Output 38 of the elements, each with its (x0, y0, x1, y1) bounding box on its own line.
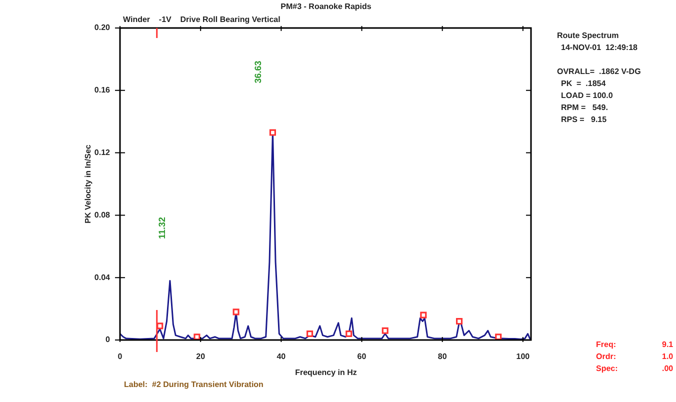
y-tick-label: 0.04 (94, 272, 111, 282)
point (269, 129, 276, 136)
y-tick-label: 0.12 (94, 148, 111, 158)
x-tick-label: 40 (276, 352, 286, 362)
text: PK = .1854 (561, 79, 606, 88)
text: OVRALL= .1862 V-DG (557, 67, 641, 76)
point (232, 308, 240, 316)
point (306, 330, 314, 338)
text: Ordr: 1.0 (596, 352, 674, 361)
point (420, 312, 427, 318)
x-tick-label: 100 (516, 352, 530, 362)
text: Freq: 9.1 (596, 340, 674, 349)
point (346, 330, 352, 338)
annotation: 11.32 (157, 216, 167, 240)
text: Route Spectrum (557, 31, 619, 40)
point (495, 334, 502, 340)
y-tick-label: 0 (106, 335, 111, 344)
y-tick-label: 0.08 (94, 210, 111, 220)
annotation: 36.63 (253, 60, 263, 84)
text: RPS = 9.15 (561, 115, 607, 124)
chart-subtitle: Winder -1V Drive Roll Bearing Vertical (123, 15, 280, 24)
y-tick-label: 0.20 (94, 23, 111, 32)
text: RPM = 549. (561, 103, 608, 112)
text: LOAD = 100.0 (561, 91, 613, 100)
point (456, 318, 463, 325)
x-tick-label: 20 (196, 352, 206, 362)
point (382, 327, 388, 334)
y-axis-title: PK Velocity in In/Sec (84, 144, 92, 224)
x-tick-label: 0 (118, 352, 123, 362)
text: Label: #2 During Transient Vibration (124, 380, 264, 389)
chart-title: PM#3 - Roanoke Rapids (280, 2, 372, 11)
x-tick-label: 60 (357, 352, 367, 362)
text: 14-NOV-01 12:49:18 (561, 43, 638, 52)
x-tick-label: 80 (438, 352, 448, 362)
point (194, 334, 200, 340)
y-tick-label: 0.16 (94, 86, 111, 95)
text: Spec: .00 (596, 364, 674, 373)
x-axis-title: Frequency in Hz (294, 368, 358, 377)
